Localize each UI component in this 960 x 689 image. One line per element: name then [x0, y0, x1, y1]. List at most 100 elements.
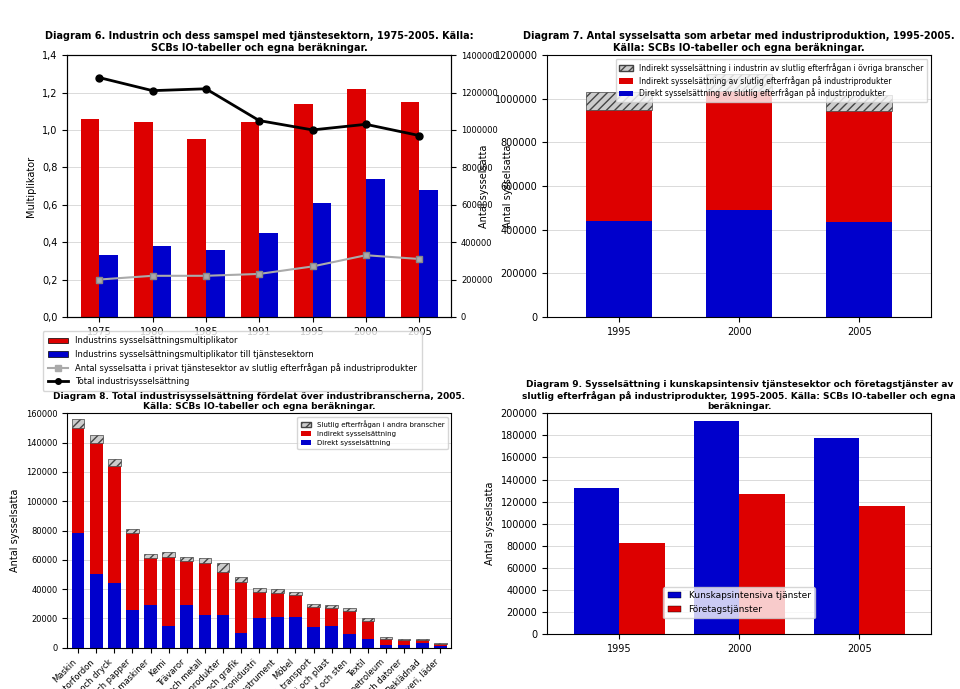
Bar — [252, 588, 266, 592]
Bar — [289, 595, 301, 617]
Bar — [416, 639, 428, 640]
Bar — [199, 615, 211, 648]
Bar — [180, 557, 193, 562]
Legend: Industrins sysselsättningsmultiplikator, Industrins sysselsättningsmultiplikator: Industrins sysselsättningsmultiplikator,… — [42, 331, 422, 391]
Bar — [294, 104, 313, 317]
Bar — [362, 621, 374, 639]
Bar — [72, 428, 84, 533]
Bar — [133, 123, 153, 317]
Bar — [90, 575, 103, 648]
Title: Diagram 7. Antal sysselsatta som arbetar med industriproduktion, 1995-2005.
Käll: Diagram 7. Antal sysselsatta som arbetar… — [523, 32, 955, 53]
Bar — [400, 102, 420, 317]
Title: Diagram 8. Total industrisysselsättning fördelat över industribranscherna, 2005.: Diagram 8. Total industrisysselsättning … — [53, 392, 466, 411]
Bar — [180, 605, 193, 648]
Bar — [162, 553, 175, 557]
Y-axis label: Antal sysselsatta: Antal sysselsatta — [479, 144, 489, 228]
Bar — [289, 592, 301, 595]
Bar — [81, 119, 99, 317]
Bar — [289, 617, 301, 648]
Bar — [108, 459, 121, 466]
Bar — [199, 563, 211, 615]
Bar — [271, 593, 283, 617]
Bar — [827, 96, 892, 111]
Bar — [362, 619, 374, 621]
Bar — [434, 646, 446, 648]
Bar — [325, 608, 338, 626]
Title: Diagram 9. Sysselsättning i kunskapsintensiv tjänstesektor och företagstjänster : Diagram 9. Sysselsättning i kunskapsinte… — [522, 380, 956, 411]
Bar — [859, 506, 904, 634]
Bar — [619, 544, 664, 634]
Bar — [827, 111, 892, 222]
Bar — [217, 572, 229, 615]
Bar — [180, 562, 193, 605]
Bar — [235, 582, 248, 633]
Bar — [434, 644, 446, 646]
Y-axis label: Multiplikator: Multiplikator — [27, 156, 36, 216]
Bar — [235, 577, 248, 582]
Bar — [235, 633, 248, 648]
Bar — [307, 604, 320, 607]
Bar — [259, 233, 277, 317]
Bar — [416, 644, 428, 648]
Bar — [344, 635, 356, 648]
Bar — [217, 615, 229, 648]
Bar — [252, 619, 266, 648]
Bar — [108, 466, 121, 583]
Bar — [307, 607, 320, 627]
Bar — [313, 203, 331, 317]
Bar — [573, 489, 619, 634]
Bar — [344, 611, 356, 635]
Bar — [827, 222, 892, 317]
Bar — [379, 637, 393, 639]
Bar — [72, 419, 84, 428]
Bar — [362, 639, 374, 648]
Bar — [325, 605, 338, 608]
Bar — [187, 139, 205, 317]
Bar — [379, 645, 393, 648]
Bar — [72, 533, 84, 648]
Bar — [348, 89, 366, 317]
Legend: Slutlig efterfrågan i andra branscher, Indirekt sysselsättning, Direkt sysselsät: Slutlig efterfrågan i andra branscher, I… — [298, 417, 447, 449]
Bar — [90, 442, 103, 575]
Bar — [126, 610, 139, 648]
Bar — [325, 626, 338, 648]
Bar — [587, 221, 652, 317]
Bar — [108, 583, 121, 648]
Bar — [205, 249, 225, 317]
Bar — [416, 640, 428, 644]
Bar — [144, 605, 156, 648]
Title: Diagram 6. Industrin och dess samspel med tjänstesektorn, 1975-2005. Källa:
SCBs: Diagram 6. Industrin och dess samspel me… — [45, 32, 473, 53]
Bar — [126, 533, 139, 610]
Bar — [707, 91, 772, 210]
Bar — [693, 421, 739, 634]
Bar — [707, 74, 772, 91]
Bar — [99, 255, 118, 317]
Bar — [144, 554, 156, 558]
Bar — [344, 608, 356, 611]
Text: unionen: unionen — [803, 8, 916, 34]
Bar — [739, 494, 784, 634]
Bar — [241, 123, 259, 317]
Bar — [153, 246, 171, 317]
Bar — [162, 557, 175, 626]
Bar — [587, 92, 652, 110]
Legend: Kunskapsintensiva tjänster, Företagstjänster: Kunskapsintensiva tjänster, Företagstjän… — [663, 587, 815, 618]
Bar — [397, 640, 411, 645]
Bar — [420, 189, 438, 317]
Bar — [587, 110, 652, 221]
Bar — [813, 438, 859, 634]
Bar — [707, 210, 772, 317]
Bar — [144, 558, 156, 605]
Bar — [252, 592, 266, 619]
Bar — [397, 645, 411, 648]
Bar — [90, 435, 103, 442]
Bar — [199, 558, 211, 563]
Y-axis label: Antal sysselsatta: Antal sysselsatta — [485, 482, 495, 566]
Bar — [217, 563, 229, 572]
Y-axis label: Antal sysselsatta: Antal sysselsatta — [503, 144, 514, 228]
Legend: Indirekt sysselsättning i industrin av slutlig efterfrågan i övriga branscher, I: Indirekt sysselsättning i industrin av s… — [615, 59, 927, 102]
Bar — [397, 639, 411, 640]
Bar — [162, 626, 175, 648]
Bar — [271, 589, 283, 593]
Bar — [271, 617, 283, 648]
